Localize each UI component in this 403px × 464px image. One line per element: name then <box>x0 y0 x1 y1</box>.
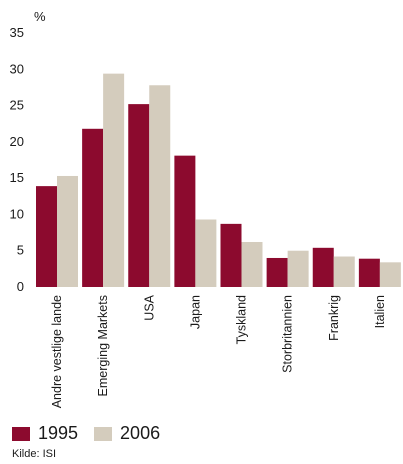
y-tick-label: 10 <box>10 206 24 221</box>
bar-1995 <box>36 186 57 287</box>
bar-chart: % 0 5 10 15 20 25 30 35 Andre vestlige lande Eme… <box>10 9 401 408</box>
x-tick-label: Storbritannien <box>281 295 295 373</box>
bar-1995 <box>174 155 196 287</box>
bar-2006 <box>333 256 355 287</box>
x-tick-label: Italien <box>373 295 387 328</box>
bar-1995 <box>82 128 104 287</box>
bar-2006 <box>241 242 263 287</box>
x-tick-label: Frankrig <box>327 295 341 341</box>
bar-1995 <box>128 104 150 288</box>
y-axis-unit: % <box>34 9 46 24</box>
bar-2006 <box>379 262 401 287</box>
y-tick-label: 25 <box>10 98 24 113</box>
legend-item-2006: 2006 <box>94 423 160 444</box>
legend: 1995 2006 <box>12 423 176 444</box>
bar-2006 <box>195 219 217 287</box>
source-note: Kilde: ISI <box>12 448 57 460</box>
bar-1995 <box>312 247 334 287</box>
y-tick-label: 20 <box>10 134 24 149</box>
bar-2006 <box>57 175 78 287</box>
legend-label-1995: 1995 <box>38 423 79 443</box>
legend-label-2006: 2006 <box>120 423 161 443</box>
y-tick-label: 15 <box>10 170 24 185</box>
x-tick-label: Emerging Markets <box>96 295 110 396</box>
x-tick-label: Japan <box>188 295 202 329</box>
y-tick-label: 30 <box>10 61 24 76</box>
x-tick-label: Tyskland <box>235 295 249 344</box>
bar-2006 <box>103 73 125 287</box>
legend-item-1995: 1995 <box>12 423 78 444</box>
y-tick-label: 35 <box>10 25 24 40</box>
legend-swatch-1995 <box>12 426 30 441</box>
bar-1995 <box>358 258 380 287</box>
y-axis: 0 5 10 15 20 25 30 35 <box>10 25 24 294</box>
x-tick-label: USA <box>142 294 156 320</box>
y-tick-label: 5 <box>17 243 24 258</box>
x-tick-label: Andre vestlige lande <box>50 295 64 408</box>
y-tick-label: 0 <box>17 279 24 294</box>
bar-2006 <box>287 250 309 287</box>
bars <box>36 73 401 288</box>
bar-2006 <box>149 85 171 287</box>
bar-1995 <box>266 257 288 287</box>
legend-swatch-2006 <box>94 426 113 441</box>
x-axis: Andre vestlige lande Emerging Markets USA J… <box>50 294 387 408</box>
bar-1995 <box>220 223 242 287</box>
